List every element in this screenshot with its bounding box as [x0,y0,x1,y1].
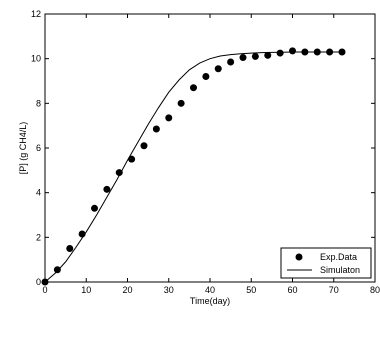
plot-area [44,13,376,283]
y-tick-label: 12 [31,9,41,19]
x-axis-title: Time(day) [190,296,230,306]
y-tick-label: 8 [36,98,41,108]
x-tick-label: 80 [370,285,380,295]
data-point [91,204,98,212]
y-tick-label: 10 [31,54,41,64]
x-tick-label: 60 [287,285,297,295]
data-point [227,58,235,66]
data-point [115,169,123,177]
x-tick-label: 50 [246,285,256,295]
series-layer [41,47,346,286]
data-point [152,125,160,133]
data-point [53,266,61,274]
data-point [66,245,74,252]
x-tick-label: 40 [205,285,215,295]
x-tick-label: 10 [81,285,91,295]
x-tick-label: 30 [164,285,174,295]
legend-label-simulation: Simulaton [320,265,360,275]
data-point [338,48,346,56]
data-point [140,142,148,150]
ticks-layer: 0 10 20 30 40 50 60 70 80 0 2 4 6 8 10 12 [31,9,380,295]
data-point [202,73,210,81]
data-point [128,155,136,163]
data-point [103,185,111,193]
data-point [313,48,321,56]
y-tick-label: 0 [36,277,41,287]
data-point [214,65,222,73]
data-point [276,49,284,57]
data-point [264,51,272,59]
data-point [326,48,334,56]
legend: Exp.Data Simulaton [280,247,372,279]
legend-box [280,247,372,279]
data-point [239,54,247,62]
data-point [190,84,197,92]
x-tick-label: 20 [122,285,132,295]
x-tick-label: 0 [42,285,47,295]
x-tick-label: 70 [329,285,339,295]
legend-label-exp-data: Exp.Data [320,252,357,262]
y-axis-title: [P] (g CH4/L) [18,122,28,175]
data-point [289,47,296,55]
data-point [177,99,185,107]
legend-marker-exp-data [295,253,303,261]
y-tick-label: 6 [36,143,41,153]
data-point [301,48,309,56]
data-point [78,230,86,238]
data-point [41,278,49,286]
data-point [251,52,259,60]
y-tick-label: 4 [36,188,41,198]
y-tick-label: 2 [36,232,41,242]
data-point [165,114,173,122]
